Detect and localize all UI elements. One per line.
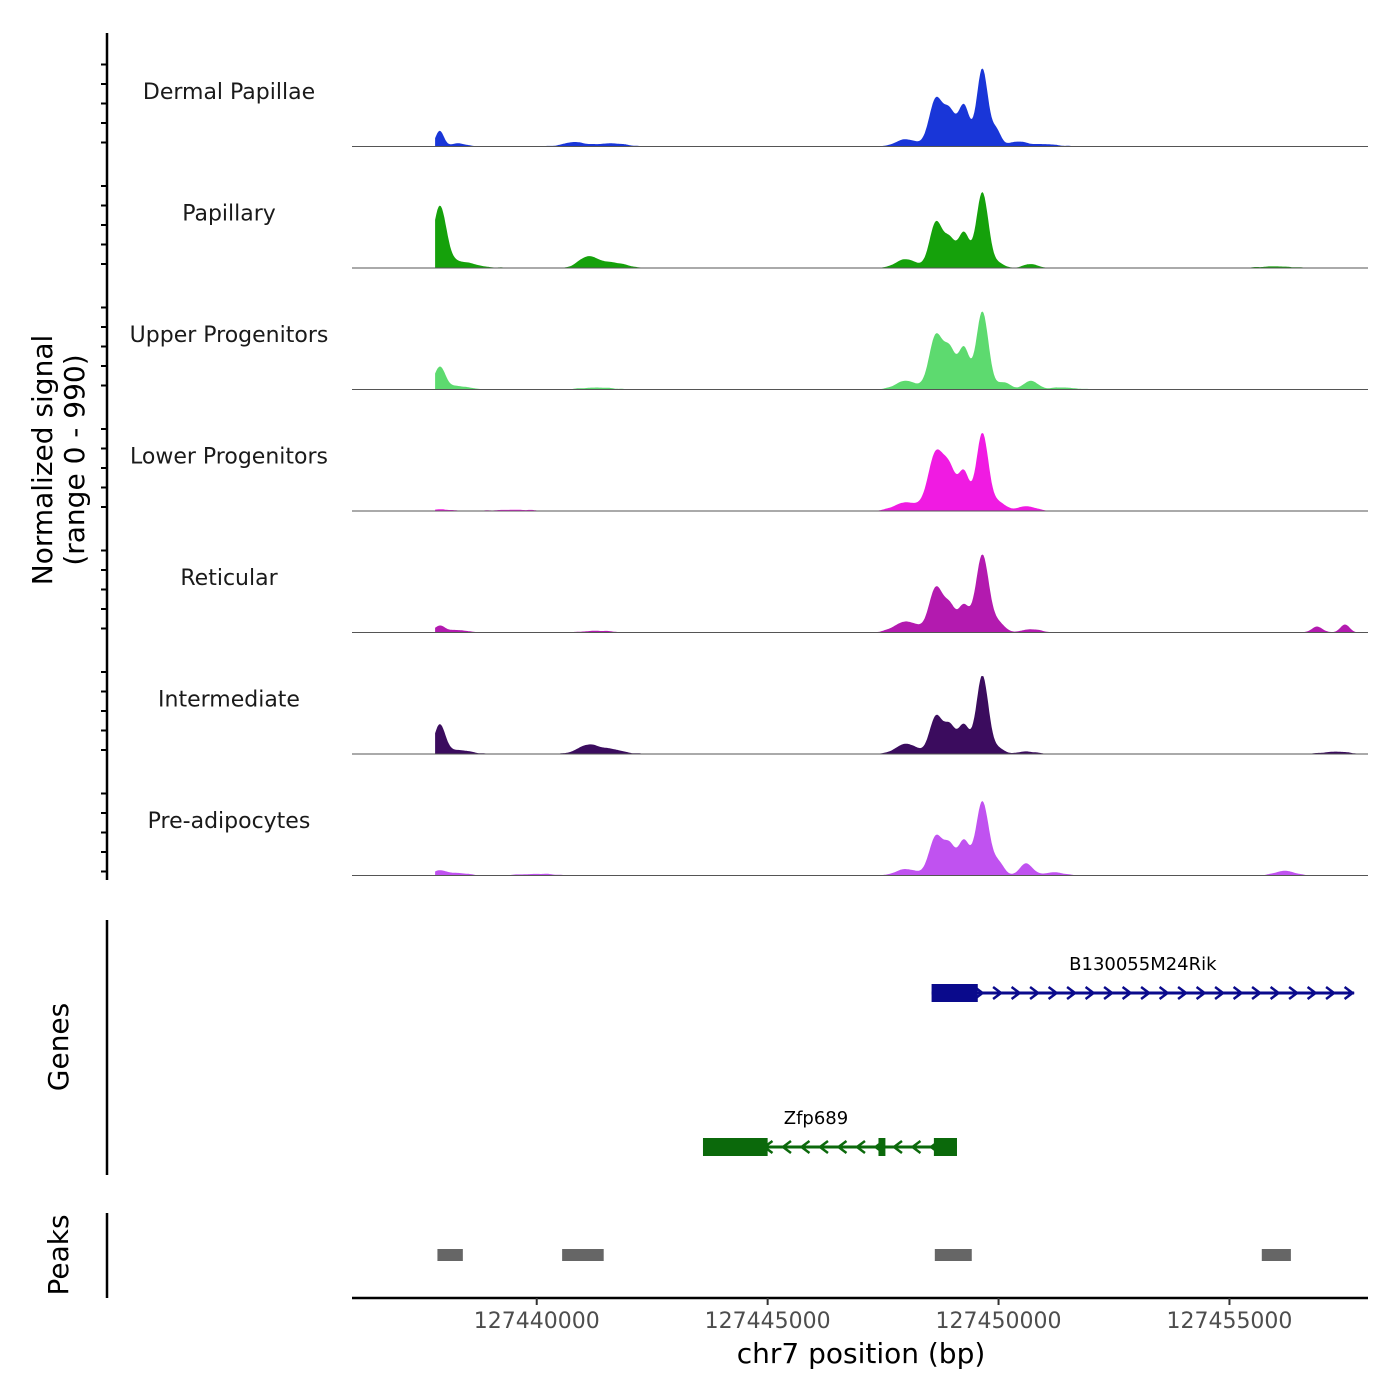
peaks-ylabel: Peaks bbox=[42, 1214, 75, 1295]
strand-chevron bbox=[910, 1140, 922, 1154]
coverage-ylabel-line1: Normalized signal bbox=[26, 335, 59, 586]
peak-region-4 bbox=[1261, 1249, 1291, 1261]
strand-chevron bbox=[1047, 986, 1059, 1000]
strand-chevron bbox=[1066, 986, 1078, 1000]
gene-b130055m24rik: B130055M24Rik bbox=[931, 954, 1355, 1002]
strand-chevron bbox=[1158, 986, 1170, 1000]
genes-layer: B130055M24Rik Zfp689 bbox=[702, 954, 1355, 1156]
x-tick-label: 127450000 bbox=[936, 1309, 1062, 1334]
exon bbox=[933, 1138, 957, 1156]
strand-chevron bbox=[1084, 986, 1096, 1000]
gene-label-zfp689: Zfp689 bbox=[784, 1108, 848, 1129]
track-label-papillary: Papillary bbox=[182, 202, 276, 227]
strand-chevron bbox=[1177, 986, 1189, 1000]
coverage-area-reticular bbox=[435, 554, 1359, 633]
track-upper-progenitors: Upper Progenitors bbox=[130, 311, 1368, 390]
x-tick-label: 127445000 bbox=[705, 1309, 831, 1334]
coverage-tracks: Dermal Papillae Papillary Upper Progenitor… bbox=[130, 68, 1368, 876]
track-label-intermediate: Intermediate bbox=[158, 688, 300, 713]
strand-chevron bbox=[1251, 986, 1263, 1000]
coverage-y-axis bbox=[101, 33, 109, 880]
strand-chevron bbox=[1325, 986, 1337, 1000]
strand-chevron bbox=[992, 986, 1004, 1000]
strand-chevron bbox=[1343, 986, 1355, 1000]
strand-chevron bbox=[854, 1140, 866, 1154]
coverage-area-pre-adipocytes bbox=[435, 801, 1359, 876]
strand-chevron bbox=[1029, 986, 1041, 1000]
strand-chevron bbox=[1195, 986, 1207, 1000]
x-tick-label: 127455000 bbox=[1166, 1309, 1292, 1334]
strand-chevron bbox=[891, 1140, 903, 1154]
strand-chevron bbox=[1140, 986, 1152, 1000]
strand-chevron bbox=[1214, 986, 1226, 1000]
strand-chevron bbox=[817, 1140, 829, 1154]
track-dermal-papillae: Dermal Papillae bbox=[143, 68, 1368, 147]
exon bbox=[878, 1138, 886, 1156]
x-axis: 127440000 127445000 127450000 127455000 bbox=[352, 1296, 1368, 1334]
peaks-layer bbox=[437, 1249, 1291, 1261]
peak-region-3 bbox=[934, 1249, 972, 1261]
strand-chevron bbox=[1121, 986, 1133, 1000]
coverage-area-lower-progenitors bbox=[435, 433, 1359, 511]
coverage-area-papillary bbox=[435, 192, 1359, 268]
exon bbox=[702, 1138, 768, 1156]
track-reticular: Reticular bbox=[180, 554, 1368, 633]
strand-chevron bbox=[780, 1140, 792, 1154]
peak-region-2 bbox=[562, 1249, 604, 1261]
strand-chevron bbox=[1010, 986, 1022, 1000]
track-intermediate: Intermediate bbox=[158, 676, 1368, 755]
coverage-area-dermal-papillae bbox=[435, 68, 1359, 147]
track-lower-progenitors: Lower Progenitors bbox=[130, 433, 1368, 512]
exon bbox=[931, 984, 978, 1002]
track-label-upper-progenitors: Upper Progenitors bbox=[130, 323, 329, 348]
strand-chevron bbox=[1103, 986, 1115, 1000]
peak-region-1 bbox=[437, 1249, 463, 1261]
x-tick-label: 127440000 bbox=[474, 1309, 600, 1334]
coverage-area-upper-progenitors bbox=[435, 311, 1359, 390]
strand-chevron bbox=[836, 1140, 848, 1154]
strand-chevron bbox=[1306, 986, 1318, 1000]
x-axis-title: chr7 position (bp) bbox=[737, 1337, 986, 1370]
coverage-area-intermediate bbox=[435, 676, 1359, 754]
track-label-lower-progenitors: Lower Progenitors bbox=[130, 445, 328, 470]
strand-chevron bbox=[1269, 986, 1281, 1000]
track-papillary: Papillary bbox=[182, 192, 1368, 269]
track-label-pre-adipocytes: Pre-adipocytes bbox=[148, 809, 311, 834]
track-label-reticular: Reticular bbox=[180, 566, 278, 591]
track-label-dermal-papillae: Dermal Papillae bbox=[143, 80, 315, 105]
strand-chevron bbox=[1232, 986, 1244, 1000]
coverage-ylabel-line2: (range 0 - 990) bbox=[58, 354, 91, 565]
track-pre-adipocytes: Pre-adipocytes bbox=[148, 801, 1368, 876]
gene-zfp689: Zfp689 bbox=[702, 1108, 957, 1156]
genes-ylabel: Genes bbox=[42, 1003, 75, 1091]
strand-chevron bbox=[799, 1140, 811, 1154]
gene-label-b130055m24rik: B130055M24Rik bbox=[1069, 954, 1217, 975]
strand-chevron bbox=[1288, 986, 1300, 1000]
